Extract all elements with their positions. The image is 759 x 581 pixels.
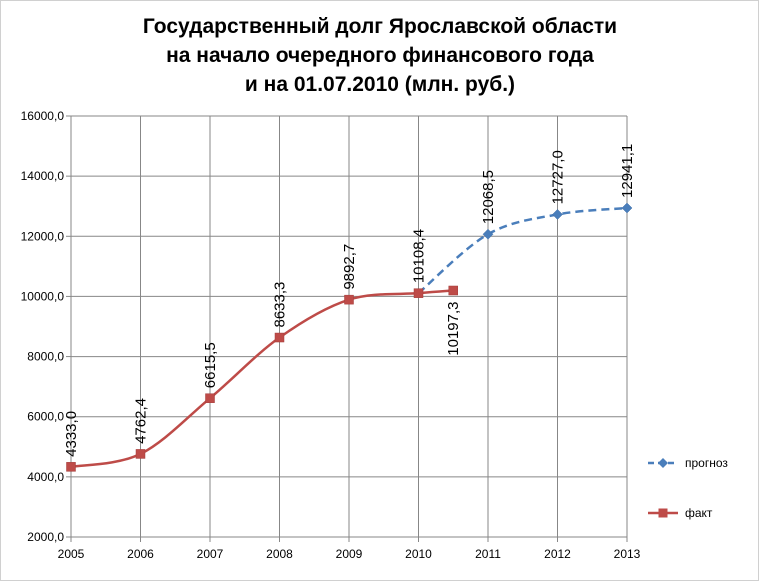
chart-title-line-2: на начало очередного финансового года [166,44,594,67]
actual-point [344,294,354,305]
legend-forecast-label: прогноз [685,456,728,470]
actual-data-label: 6615,5 [202,342,219,388]
y-tick-label: 12000,0 [21,229,65,243]
forecast-point [552,209,563,220]
x-tick-label: 2008 [266,547,293,561]
x-tick-label: 2007 [197,547,224,561]
actual-point [205,393,215,403]
legend-actual-marker [658,508,668,518]
x-tick-label: 2006 [127,547,154,561]
actual-data-label: 10197,3 [445,301,462,355]
x-tick-label: 2011 [475,547,501,561]
x-tick-label: 2012 [544,547,571,561]
x-tick-label: 2009 [336,547,363,561]
actual-point [413,288,424,298]
actual-point [66,462,76,472]
y-tick-label: 2000,0 [27,530,64,544]
actual-data-label: 8633,3 [272,282,289,328]
forecast-series-line [417,206,628,295]
y-tick-label: 14000,0 [21,169,65,183]
chart-title-line-3: и на 01.07.2010 (млн. руб.) [244,73,516,96]
legend-actual-label: факт [685,506,713,520]
y-tick-label: 10000,0 [21,289,65,303]
forecast-point [621,202,633,214]
x-tick-label: 2005 [58,547,85,561]
actual-point [135,449,146,459]
legend-forecast-marker [658,458,668,468]
chart-title-line-1: Государственный долг Ярославской области [142,15,618,38]
actual-data-label: 9892,7 [341,244,358,290]
x-tick-label: 2010 [405,547,432,561]
actual-point [274,332,285,343]
actual-data-label: 10108,4 [411,229,428,283]
y-tick-label: 6000,0 [27,410,64,424]
actual-series-line [70,289,454,469]
y-tick-label: 16000,0 [21,109,65,123]
x-tick-label: 2013 [614,547,641,561]
y-tick-label: 4000,0 [27,470,64,484]
y-tick-label: 8000,0 [27,350,64,364]
actual-data-label: 4333,0 [63,411,80,457]
forecast-data-label: 12941,1 [619,144,636,198]
forecast-data-label: 12727,0 [550,150,567,204]
actual-point [448,285,458,296]
actual-data-label: 4762,4 [133,398,150,444]
chart-title: Государственный долг Ярославской области… [40,12,720,99]
forecast-point [482,228,494,240]
forecast-data-label: 12068,5 [480,170,497,224]
